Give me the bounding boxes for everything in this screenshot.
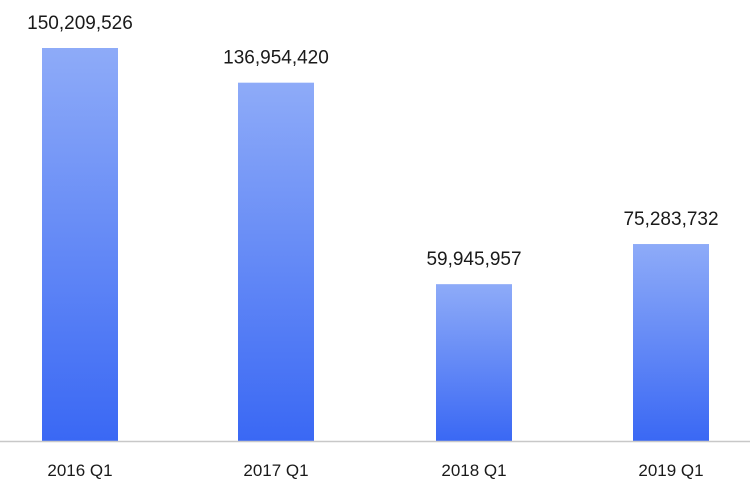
bar-2019-q1 [633,244,709,441]
data-label-2016-q1: 150,209,526 [27,13,133,34]
x-tick-label-2017-q1: 2017 Q1 [243,461,308,480]
x-tick-labels-group: 2016 Q1 2017 Q1 2018 Q1 2019 Q1 [47,461,703,480]
x-tick-label-2018-q1: 2018 Q1 [441,461,506,480]
x-tick-label-2016-q1: 2016 Q1 [47,461,112,480]
data-label-2019-q1: 75,283,732 [623,209,718,230]
data-label-2018-q1: 59,945,957 [426,249,521,270]
data-label-2017-q1: 136,954,420 [223,48,329,69]
x-tick-label-2019-q1: 2019 Q1 [638,461,703,480]
bars-group [42,48,709,441]
bar-2016-q1 [42,48,118,441]
bar-2017-q1 [238,82,314,441]
bar-2018-q1 [436,284,512,441]
data-labels-group: 150,209,526 136,954,420 59,945,957 75,283,7… [27,13,718,270]
